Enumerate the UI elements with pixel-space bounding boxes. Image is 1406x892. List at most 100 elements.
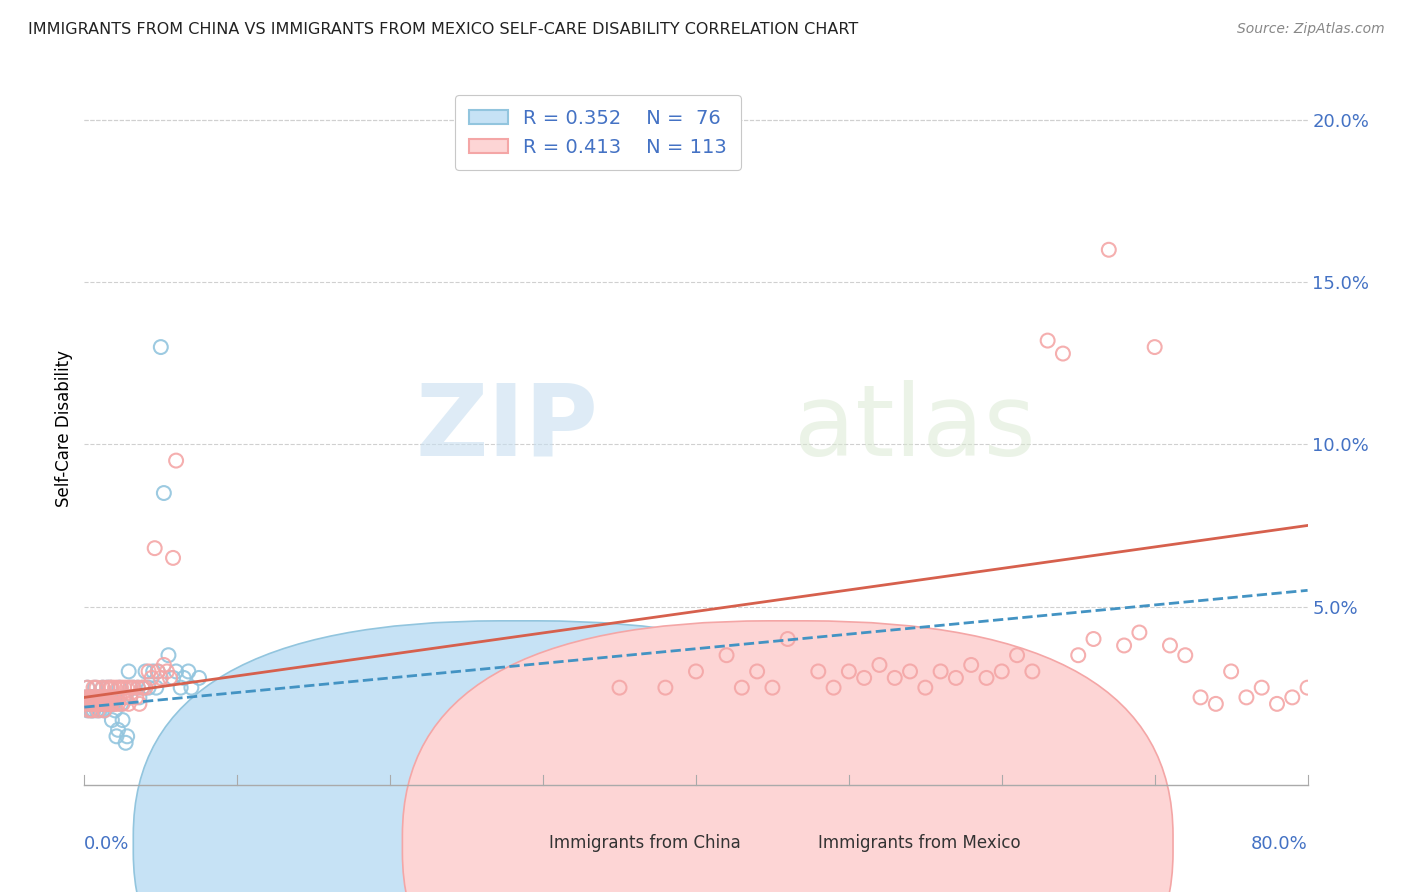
Point [83,703,105,717]
Point [145,681,167,695]
Point [90,690,112,705]
Point [170,681,193,695]
Point [101,681,124,695]
Point [80,697,103,711]
Point [1098,243,1121,257]
Point [97,690,120,705]
Point [1265,697,1288,711]
Point [110,681,132,695]
Point [1128,625,1150,640]
Point [83,681,105,695]
Point [94,697,117,711]
Point [84,690,107,705]
Point [98,697,121,711]
Point [76,681,98,695]
Point [105,729,128,743]
Point [188,671,211,685]
Legend: R = 0.352    N =  76, R = 0.413    N = 113: R = 0.352 N = 76, R = 0.413 N = 113 [456,95,741,170]
Point [76,681,98,695]
Point [883,671,905,685]
Point [107,723,129,737]
Point [991,665,1014,679]
Point [83,697,105,711]
Point [115,729,138,743]
Point [1067,648,1090,663]
Point [80,703,103,717]
Point [84,690,107,705]
Point [93,703,115,717]
Point [1005,648,1028,663]
Point [101,697,124,711]
Point [146,665,169,679]
Text: 0.0%: 0.0% [84,835,129,853]
Point [111,697,134,711]
Point [84,697,107,711]
Point [654,681,676,695]
Point [1236,690,1258,705]
Point [98,681,121,695]
Point [898,665,921,679]
Point [960,657,983,672]
Point [104,681,127,695]
Point [94,690,117,705]
Point [1052,346,1074,360]
Point [96,681,118,695]
Point [1205,697,1227,711]
Point [142,665,165,679]
Point [945,671,967,685]
Point [120,681,142,695]
Point [112,690,135,705]
Point [91,681,114,695]
Point [89,690,111,705]
Point [86,697,108,711]
Point [79,690,101,705]
Point [91,681,114,695]
Point [96,697,118,711]
Point [1143,340,1166,354]
Point [114,736,136,750]
Point [90,697,112,711]
Point [761,681,783,695]
Point [107,681,129,695]
Point [80,690,103,705]
Point [79,690,101,705]
Point [716,648,738,663]
Point [89,697,111,711]
Point [135,681,157,695]
Point [79,697,101,711]
Point [90,690,112,705]
Point [91,690,114,705]
Point [97,690,120,705]
Point [1159,639,1181,653]
Point [1220,665,1243,679]
Point [128,690,150,705]
Point [120,690,142,705]
Point [91,697,114,711]
Point [96,681,118,695]
Point [89,690,111,705]
Point [149,340,172,354]
Point [101,697,124,711]
Text: Source: ZipAtlas.com: Source: ZipAtlas.com [1237,22,1385,37]
Point [156,665,179,679]
Point [180,681,202,695]
Point [1114,639,1136,653]
Point [111,713,134,727]
Point [98,697,121,711]
Point [80,703,103,717]
Point [173,671,195,685]
Point [131,681,153,695]
Point [108,681,131,695]
Point [162,550,184,565]
Point [153,657,176,672]
Point [77,690,100,705]
Point [83,690,105,705]
Point [104,703,127,717]
Point [94,690,117,705]
Y-axis label: Self-Care Disability: Self-Care Disability [55,350,73,507]
Point [177,665,200,679]
Point [86,681,108,695]
Point [120,681,142,695]
Text: ZIP: ZIP [415,380,598,476]
Point [157,648,180,663]
